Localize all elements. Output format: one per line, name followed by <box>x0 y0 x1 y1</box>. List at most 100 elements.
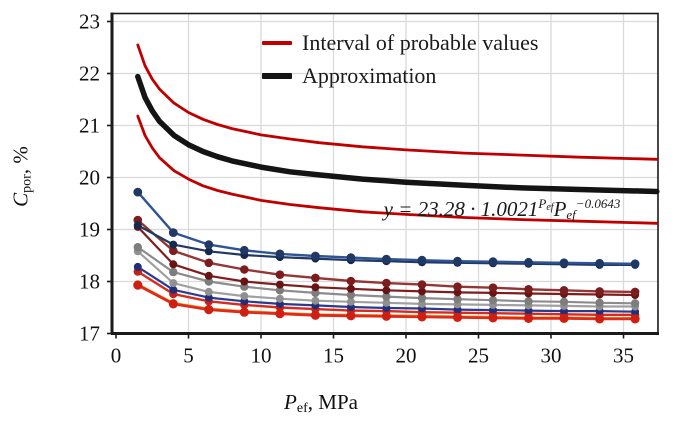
series-point-gray-2 <box>418 299 426 308</box>
series-point-red-2 <box>275 309 285 319</box>
series-point-gray-1 <box>204 277 213 286</box>
series-point-blue-1 <box>275 249 285 259</box>
series-point-gray-1 <box>311 288 320 298</box>
series-point-gray-2 <box>240 292 249 301</box>
x-tick-label: 10 <box>251 344 272 368</box>
series-point-maroon-2 <box>311 283 320 292</box>
series-point-blue-1 <box>417 255 427 265</box>
series-point-red-2 <box>559 313 569 323</box>
series-point-maroon-1 <box>595 287 604 296</box>
series-point-blue-1 <box>168 228 178 238</box>
series-point-maroon-2 <box>169 260 178 269</box>
series-point-red-2 <box>133 280 143 290</box>
x-tick-label: 0 <box>111 344 122 368</box>
series-point-blue-1 <box>133 187 143 197</box>
series-point-red-2 <box>381 311 391 321</box>
series-point-maroon-2 <box>240 277 249 286</box>
series-point-maroon-2 <box>204 271 213 280</box>
series-point-maroon-1 <box>346 276 356 286</box>
series-point-gray-1 <box>630 299 640 308</box>
series-point-maroon-1 <box>311 273 320 283</box>
series-point-red-2 <box>204 305 214 315</box>
series-point-maroon-1 <box>382 278 391 288</box>
series-point-red-2 <box>310 310 320 320</box>
y-tick-label: 21 <box>79 114 100 138</box>
series-point-gray-1 <box>488 296 498 305</box>
series-point-blue-1 <box>382 254 391 264</box>
x-tick-label: 30 <box>541 344 562 368</box>
y-tick-label: 17 <box>79 322 100 346</box>
curve-approximation <box>135 73 660 195</box>
series-point-gray-1 <box>169 267 178 277</box>
series-point-red-2 <box>630 314 640 324</box>
series-point-red-2 <box>595 314 605 324</box>
series-point-maroon-1 <box>204 258 214 268</box>
series-point-blue-1 <box>346 253 356 262</box>
series-point-gray-1 <box>595 298 604 307</box>
series-point-gray-2 <box>204 287 213 296</box>
series-point-gray-1 <box>275 286 285 295</box>
y-tick-label: 18 <box>79 270 100 294</box>
series-point-red-2 <box>488 313 498 323</box>
series-point-gray-2 <box>311 296 320 305</box>
series-point-red-2 <box>346 311 356 321</box>
series-point-maroon-2 <box>275 280 284 289</box>
series-point-blue-2 <box>169 240 178 249</box>
series-point-maroon-1 <box>524 285 533 294</box>
x-tick-label: 15 <box>323 344 344 368</box>
series-point-gray-2 <box>346 297 355 306</box>
series-point-maroon-1 <box>559 286 569 295</box>
series-point-maroon-1 <box>488 283 498 293</box>
series-point-blue-1 <box>630 259 640 269</box>
series-point-maroon-2 <box>346 284 355 293</box>
series-point-red-2 <box>417 312 427 322</box>
series-point-maroon-1 <box>169 246 178 256</box>
series-point-gray-1 <box>382 292 391 301</box>
series-point-blue-1 <box>453 256 462 266</box>
series-point-blue-3 <box>133 262 142 271</box>
curve-interval-upper <box>136 43 659 161</box>
x-tick-label: 20 <box>396 344 417 368</box>
series-point-blue-3 <box>169 285 178 294</box>
series-point-gray-1 <box>559 297 569 306</box>
series-point-red-2 <box>168 299 178 309</box>
series-point-blue-2 <box>204 247 213 256</box>
series-point-blue-1 <box>488 257 498 267</box>
x-tick-label: 25 <box>468 344 489 368</box>
x-tick-label: 35 <box>613 344 634 368</box>
series-point-maroon-1 <box>630 287 640 297</box>
series-point-maroon-1 <box>453 282 462 292</box>
series-point-red-2 <box>523 313 534 323</box>
x-tick-label: 5 <box>183 344 194 368</box>
series-point-gray-1 <box>524 297 533 306</box>
series-point-blue-1 <box>204 240 214 250</box>
series-point-blue-1 <box>595 258 604 268</box>
series-point-blue-1 <box>311 251 320 261</box>
series-point-maroon-2 <box>382 286 391 295</box>
y-tick-label: 20 <box>79 166 100 190</box>
series-point-maroon-1 <box>240 265 249 274</box>
series-point-maroon-1 <box>275 270 285 280</box>
curve-interval-lower <box>136 114 659 225</box>
series-point-gray-1 <box>453 295 462 304</box>
y-tick-label: 23 <box>79 10 100 34</box>
series-point-gray-1 <box>417 293 427 303</box>
series-point-gray-1 <box>346 290 356 300</box>
series-point-red-2 <box>239 307 249 317</box>
series-point-blue-1 <box>559 258 569 268</box>
y-tick-label: 19 <box>79 218 100 242</box>
series-point-blue-1 <box>239 245 249 255</box>
series-point-red-2 <box>452 312 463 322</box>
series-point-blue-1 <box>524 257 533 267</box>
series-point-gray-1 <box>133 243 142 252</box>
series-point-blue-2 <box>133 221 142 230</box>
series-point-gray-2 <box>382 298 391 307</box>
series-point-maroon-2 <box>418 287 426 296</box>
series-point-maroon-1 <box>417 280 427 289</box>
series-point-gray-2 <box>169 279 178 288</box>
y-tick-label: 22 <box>79 62 100 86</box>
series-point-blue-3 <box>204 293 213 302</box>
series-point-gray-2 <box>275 294 284 303</box>
